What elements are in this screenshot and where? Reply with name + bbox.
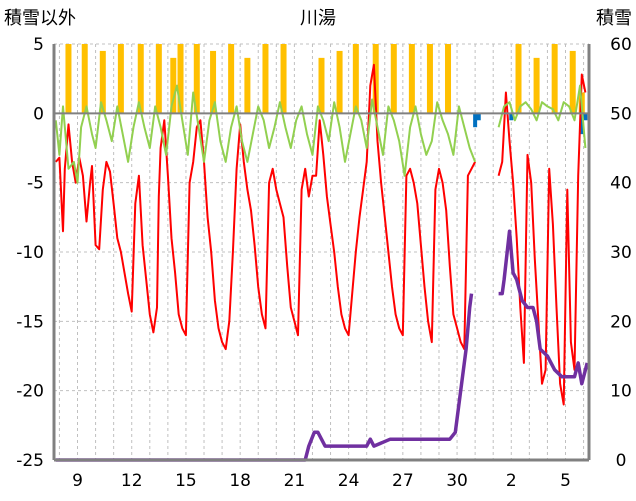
right-tick-label-4: 20 [610, 312, 632, 332]
sunshine-bar-16 [352, 44, 359, 114]
chart-title: 川湯 [300, 8, 336, 29]
x-tick-label-4: 21 [284, 471, 306, 491]
temperature-line-0 [55, 63, 476, 351]
left-tick-label-1: 0 [33, 104, 44, 124]
left-tick-label-3: -10 [16, 243, 44, 263]
x-tick-label-7: 30 [446, 471, 468, 491]
sunshine-bar-22 [515, 44, 522, 114]
x-tick-label-3: 18 [229, 471, 251, 491]
sunshine-bar-19 [408, 44, 415, 114]
sunshine-bar-14 [318, 57, 325, 114]
sunshine-bar-9 [210, 50, 217, 114]
sunshine-bar-7 [177, 44, 184, 114]
sunshine-bar-21 [445, 44, 452, 114]
precip-bar-3 [579, 113, 584, 135]
sunshine-bar-4 [137, 44, 144, 114]
left-tick-label-2: -5 [27, 174, 44, 194]
x-tick-label-2: 15 [175, 471, 197, 491]
right-tick-label-2: 40 [610, 174, 632, 194]
bar-series [65, 44, 588, 135]
sunshine-bar-23 [533, 57, 540, 114]
sunshine-bar-5 [155, 44, 162, 114]
snow_depth-line-5 [498, 229, 589, 386]
precip-bar-1 [476, 113, 481, 121]
left-tick-label-6: -25 [16, 451, 44, 471]
sunshine-bar-18 [390, 44, 397, 114]
x-tick-label-0: 9 [72, 471, 83, 491]
gridlines [54, 43, 589, 460]
sunshine-bar-17 [372, 44, 379, 114]
sunshine-bar-10 [228, 44, 235, 114]
left-tick-label-0: 5 [33, 35, 44, 55]
sunshine-bar-24 [551, 44, 558, 114]
sunshine-bar-13 [280, 44, 287, 114]
x-tick-label-9: 5 [560, 471, 571, 491]
precip-bar-0 [473, 113, 478, 128]
sunshine-bar-25 [569, 50, 576, 114]
temperature-line-1 [497, 73, 587, 406]
sunshine-bar-1 [81, 44, 88, 114]
x-tick-label-8: 2 [506, 471, 517, 491]
line-series [54, 63, 589, 462]
right-tick-label-0: 60 [610, 35, 632, 55]
right-tick-label-3: 30 [610, 243, 632, 263]
right-tick-label-1: 50 [610, 104, 632, 124]
sunshine-bar-3 [117, 44, 124, 114]
sunshine-bar-12 [262, 44, 269, 114]
right-tick-label-5: 10 [610, 382, 632, 402]
sunshine-bar-6 [170, 57, 177, 114]
sunshine-bar-11 [244, 57, 251, 114]
sunshine-bar-8 [193, 44, 200, 114]
left-axis-label: 積雪以外 [4, 8, 76, 29]
sunshine-bar-15 [336, 50, 343, 114]
precip-bar-2 [509, 113, 514, 121]
left-tick-label-5: -20 [16, 382, 44, 402]
x-tick-label-5: 24 [338, 471, 360, 491]
left-tick-label-4: -15 [16, 312, 44, 332]
x-tick-label-6: 27 [392, 471, 414, 491]
precip-bar-4 [583, 113, 588, 121]
right-axis-label: 積雪 [596, 8, 632, 29]
sunshine-bar-2 [99, 50, 106, 114]
sunshine-bar-0 [65, 44, 72, 114]
axes [52, 44, 591, 462]
x-tick-label-1: 12 [121, 471, 143, 491]
snow_depth-line-4 [55, 293, 474, 462]
right-tick-label-6: 0 [616, 451, 627, 471]
sunshine-bar-20 [426, 44, 433, 114]
